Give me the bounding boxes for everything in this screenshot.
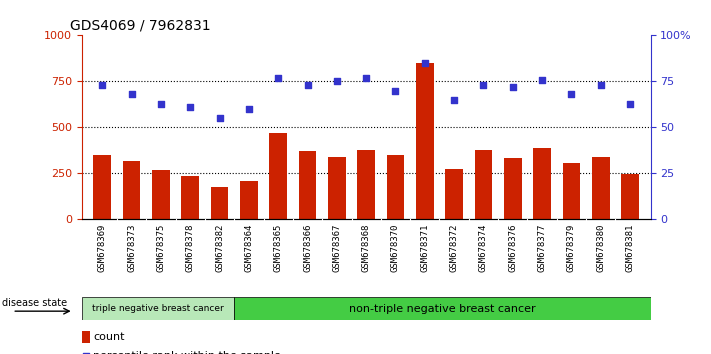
Bar (328, 157, 346, 219)
Point (595, 82, 606, 88)
Text: GSM678373: GSM678373 (127, 223, 136, 272)
Point (449, 97, 460, 103)
Point (566, 91, 577, 97)
Text: GSM678374: GSM678374 (479, 223, 488, 272)
Point (185, 104, 196, 110)
Text: GSM678381: GSM678381 (626, 223, 634, 272)
Text: GSM678378: GSM678378 (186, 223, 195, 272)
Text: GSM678382: GSM678382 (215, 223, 224, 272)
Text: GSM678367: GSM678367 (332, 223, 341, 272)
Text: GSM678371: GSM678371 (420, 223, 429, 272)
Point (80, 353, 91, 354)
Point (214, 115, 225, 121)
Text: GSM678364: GSM678364 (245, 223, 253, 272)
Text: GSM678377: GSM678377 (538, 223, 547, 272)
Bar (562, 163, 580, 219)
Bar (181, 176, 199, 219)
Text: disease state: disease state (1, 298, 67, 308)
Point (507, 84, 518, 90)
FancyBboxPatch shape (82, 297, 234, 320)
Bar (82, 331, 90, 343)
Bar (123, 161, 140, 219)
Bar (504, 158, 522, 219)
Text: GSM678366: GSM678366 (303, 223, 312, 272)
Bar (621, 175, 639, 219)
Point (126, 91, 137, 97)
Bar (592, 157, 609, 219)
Point (360, 75, 372, 81)
Text: GSM678369: GSM678369 (98, 223, 107, 272)
Text: percentile rank within the sample: percentile rank within the sample (93, 351, 281, 354)
Bar (358, 150, 375, 219)
Bar (533, 148, 551, 219)
Text: GSM678375: GSM678375 (156, 223, 166, 272)
Text: GSM678380: GSM678380 (597, 223, 605, 272)
Text: non-triple negative breast cancer: non-triple negative breast cancer (349, 304, 535, 314)
Point (155, 101, 166, 106)
Point (97, 82, 108, 88)
Text: triple negative breast cancer: triple negative breast cancer (92, 304, 224, 313)
Bar (269, 133, 287, 219)
Point (331, 79, 343, 84)
Bar (387, 155, 405, 219)
Text: GSM678379: GSM678379 (567, 223, 576, 272)
Bar (445, 169, 463, 219)
Point (243, 106, 255, 112)
Text: count: count (93, 332, 124, 342)
Point (390, 88, 401, 93)
Point (302, 82, 314, 88)
Text: GDS4069 / 7962831: GDS4069 / 7962831 (70, 19, 211, 33)
Bar (240, 181, 257, 219)
FancyBboxPatch shape (234, 297, 651, 320)
Bar (299, 152, 316, 219)
Bar (93, 155, 111, 219)
Bar (210, 187, 228, 219)
Text: GSM678370: GSM678370 (391, 223, 400, 272)
Text: GSM678368: GSM678368 (362, 223, 370, 272)
Point (272, 75, 284, 81)
Point (536, 77, 547, 82)
Text: GSM678372: GSM678372 (449, 223, 459, 272)
Text: GSM678365: GSM678365 (274, 223, 283, 272)
Bar (152, 170, 170, 219)
Point (624, 101, 636, 106)
Point (419, 60, 430, 66)
Point (478, 82, 489, 88)
Bar (475, 150, 492, 219)
Bar (416, 63, 434, 219)
Text: GSM678376: GSM678376 (508, 223, 518, 272)
